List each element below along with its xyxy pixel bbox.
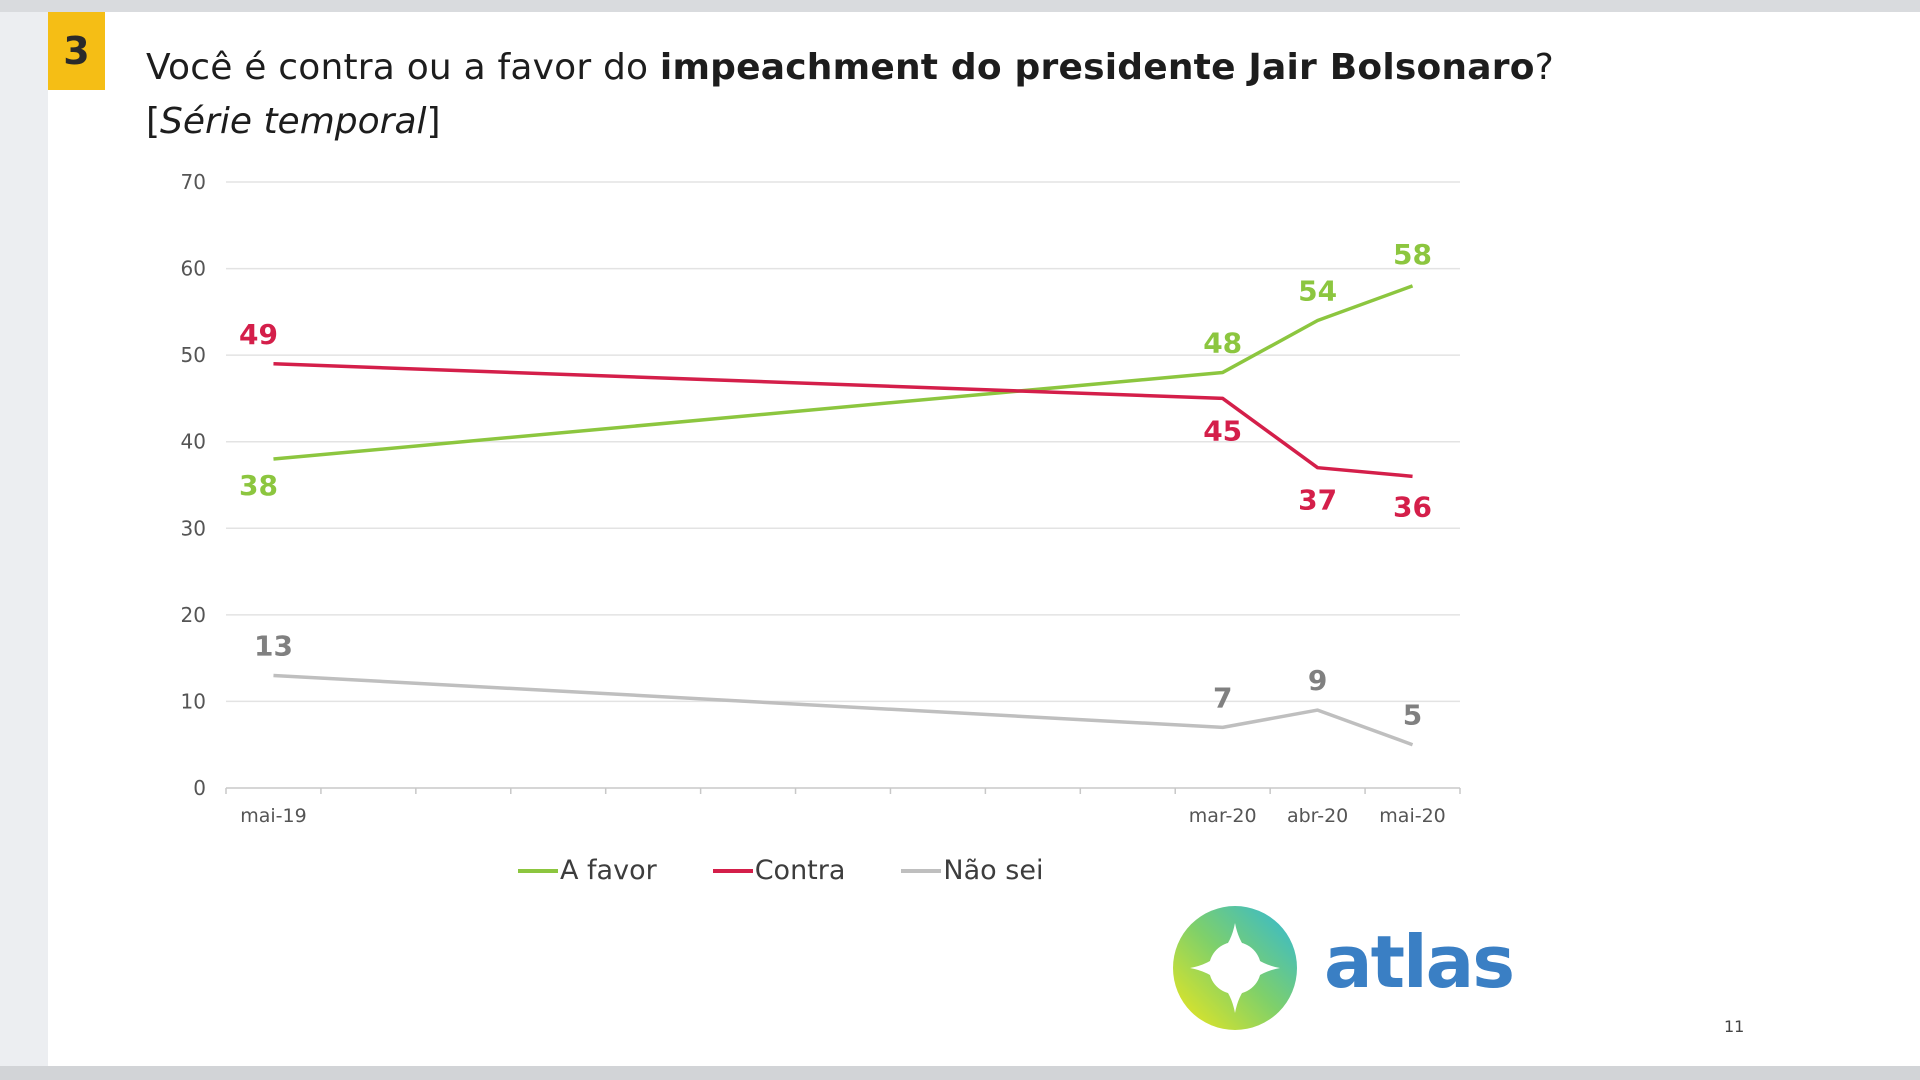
atlas-logo-text: atlas — [1324, 920, 1515, 1004]
data-label: 49 — [239, 318, 278, 351]
series-line-contra — [273, 362, 1413, 479]
data-label: 45 — [1203, 414, 1242, 447]
chart-legend: A favor Contra Não sei — [518, 855, 1043, 886]
legend-label: Não sei — [943, 855, 1044, 886]
slide: 3 Você é contra ou a favor do impeachmen… — [48, 12, 1920, 1066]
page-number: 11 — [1724, 1017, 1745, 1036]
title-normal: Você é contra ou a favor do — [146, 47, 660, 88]
legend-item: Contra — [712, 855, 846, 886]
y-tick-label: 40 — [181, 430, 206, 454]
slide-title: Você é contra ou a favor do impeachment … — [146, 40, 1554, 96]
y-tick-label: 0 — [193, 776, 206, 800]
title-end: ? — [1534, 47, 1554, 88]
y-tick-label: 30 — [181, 516, 206, 540]
atlas-logo-icon — [1173, 906, 1297, 1030]
slide-number-badge: 3 — [48, 12, 105, 90]
legend-label: A favor — [560, 855, 657, 886]
data-label: 5 — [1403, 699, 1422, 732]
data-label: 58 — [1393, 238, 1432, 271]
legend-swatch — [901, 868, 942, 873]
bottom-bar — [0, 1066, 1920, 1080]
x-tick-label: mai-19 — [240, 805, 306, 827]
y-tick-label: 70 — [181, 170, 206, 194]
slide-subtitle: [Série temporal] — [146, 94, 441, 150]
series-line-afavor — [273, 284, 1414, 461]
legend-swatch — [712, 868, 753, 873]
data-label: 38 — [239, 469, 278, 502]
data-label: 37 — [1298, 484, 1337, 517]
data-label: 48 — [1203, 326, 1242, 359]
data-label: 36 — [1393, 490, 1432, 523]
y-tick-label: 60 — [181, 257, 206, 281]
series-line-nosei — [273, 673, 1414, 747]
data-label: 7 — [1213, 681, 1232, 714]
y-tick-label: 20 — [181, 603, 206, 627]
subtitle-close: ] — [426, 101, 441, 142]
line-chart: 0 10 20 30 40 50 60 70 mai-19 mar-20 abr-20 mai-20 3… — [181, 170, 1461, 827]
legend-label: Contra — [754, 855, 846, 886]
data-label: 9 — [1308, 664, 1327, 697]
data-label: 13 — [254, 629, 293, 662]
subtitle-open: [ — [146, 101, 161, 142]
title-bold: impeachment do presidente Jair Bolsonaro — [659, 47, 1535, 88]
subtitle-italic: Série temporal — [160, 101, 427, 142]
y-tick-label: 50 — [181, 343, 206, 367]
x-tick-label: mai-20 — [1379, 805, 1445, 827]
x-tick-label: mar-20 — [1189, 805, 1257, 827]
data-label: 54 — [1298, 275, 1337, 308]
legend-item: A favor — [518, 855, 657, 886]
y-tick-label: 10 — [181, 689, 206, 713]
legend-item: Não sei — [901, 855, 1043, 886]
legend-swatch — [518, 868, 558, 873]
top-bar — [0, 0, 1920, 12]
x-tick-label: abr-20 — [1287, 805, 1348, 827]
